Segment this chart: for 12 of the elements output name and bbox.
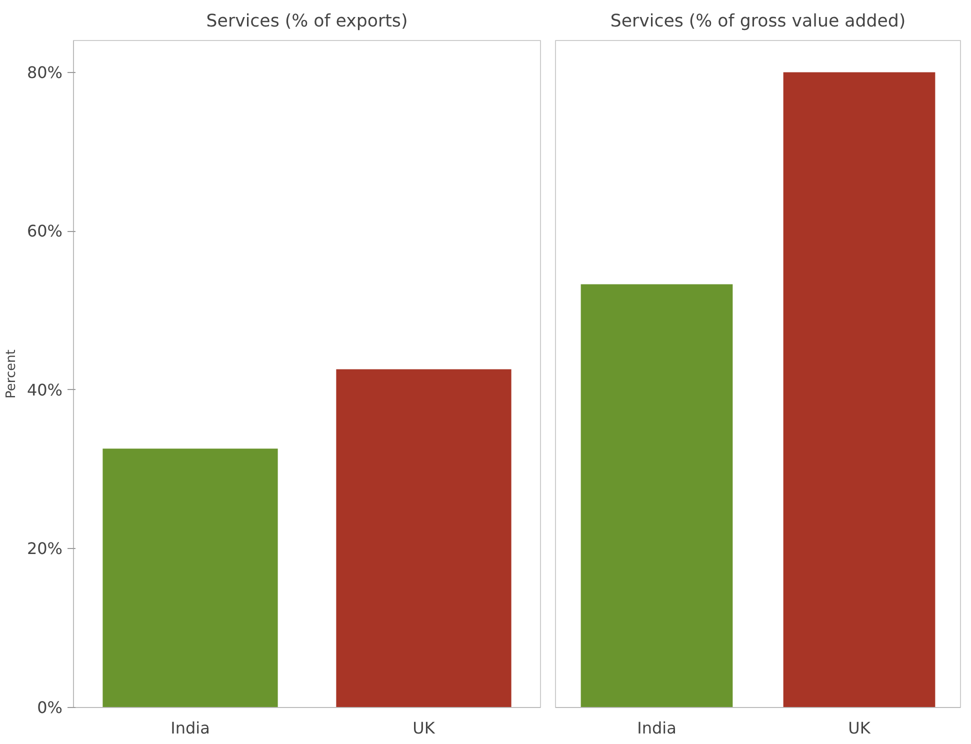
x-tick-label: UK — [848, 718, 871, 738]
y-axis-title: Percent — [4, 350, 19, 398]
chart-title: Services (% of exports) — [206, 12, 408, 32]
y-tick-label: 80% — [26, 62, 62, 82]
y-tick-label: 40% — [26, 380, 62, 400]
y-tick-label: 0% — [37, 698, 63, 717]
y-tick-label: 60% — [26, 222, 62, 241]
x-tick-label: India — [170, 718, 210, 738]
x-tick-label: UK — [412, 718, 436, 738]
x-tick-label: India — [637, 718, 676, 738]
y-tick-label: 20% — [26, 539, 62, 558]
chart-title: Services (% of gross value added) — [610, 12, 906, 32]
